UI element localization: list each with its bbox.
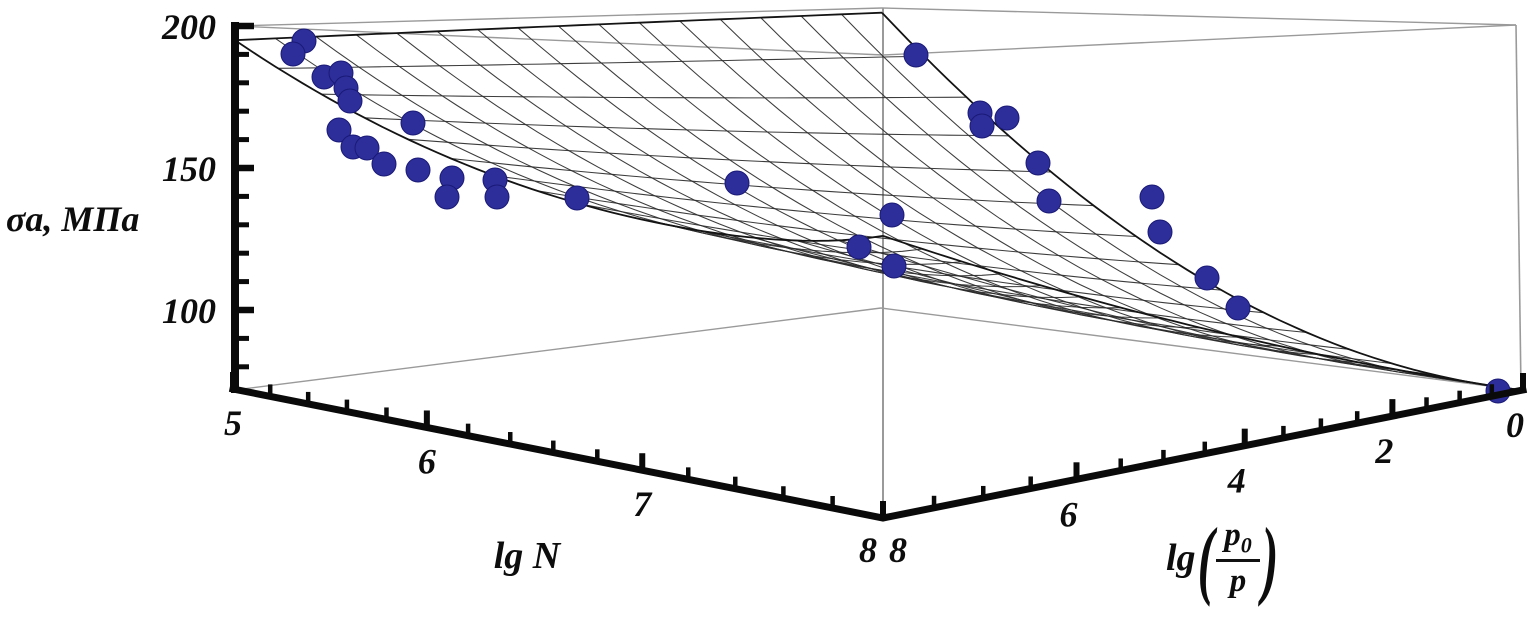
data-point <box>879 202 905 228</box>
z-axis-label-text: σa, МПа <box>6 199 140 239</box>
z-axis-ticks <box>237 22 254 370</box>
box-edge-bottom-left-back <box>234 307 882 391</box>
data-point <box>903 42 929 68</box>
x-tick-label: 6 <box>418 441 436 481</box>
x-tick-label: 5 <box>224 403 242 443</box>
data-point <box>400 110 426 136</box>
mesh-line-n <box>407 138 1052 173</box>
mesh-line-q <box>719 18 1361 364</box>
mesh-line-q <box>315 36 963 265</box>
surface-edge-right <box>882 235 1521 391</box>
z-tick-label: 200 <box>161 7 216 47</box>
y-tick-label: 2 <box>1374 431 1393 471</box>
x-axis-ticks <box>230 372 886 516</box>
scatter-points <box>280 28 1511 404</box>
mesh-line-n <box>450 157 1094 207</box>
data-point <box>405 157 431 183</box>
y-axis-label: lg ( p0 p ) <box>1166 514 1278 602</box>
mesh-line-q <box>436 30 1082 299</box>
data-point <box>434 184 460 210</box>
mesh-line-q <box>639 22 1281 347</box>
z-axis-label: σa, МПа <box>6 198 176 240</box>
box-edge-top-back <box>881 7 1517 26</box>
mesh-line-q <box>881 12 1521 391</box>
box-edge-vertical-right <box>1515 24 1522 391</box>
mesh-line-q <box>355 34 1003 277</box>
y-tick-label: 0 <box>1506 405 1524 445</box>
surface-boundary <box>234 11 1521 391</box>
bottom-axes-line <box>228 384 1528 522</box>
mesh-line-q <box>558 25 1201 329</box>
mesh-line-q <box>275 37 923 254</box>
data-point <box>1036 188 1062 214</box>
data-point <box>1139 184 1165 210</box>
data-point <box>337 88 363 114</box>
data-point <box>326 117 352 143</box>
box-edge-top-front-right <box>882 24 1517 56</box>
surface-edge-back <box>881 12 1521 391</box>
fraction-denominator: p <box>1229 562 1247 599</box>
data-point <box>354 135 380 161</box>
mesh-line-q <box>598 24 1241 338</box>
mesh-line-q <box>800 15 1441 378</box>
z-tick-label: 100 <box>162 291 216 331</box>
mesh-line-q <box>517 27 1162 319</box>
data-point <box>1147 219 1173 245</box>
mesh-line-q <box>477 29 1122 309</box>
data-point <box>1194 265 1220 291</box>
box-edge-bottom-right-back <box>880 307 1521 391</box>
mesh-line-q <box>396 32 1042 288</box>
data-point <box>564 185 590 211</box>
data-point <box>881 253 907 279</box>
tick-labels: 100 150 200 5 6 7 8 8 6 4 2 0 <box>161 7 1524 570</box>
y-tick-label: 4 <box>1227 461 1246 501</box>
data-point <box>994 105 1020 131</box>
axes <box>228 22 1528 522</box>
close-paren-glyph: ) <box>1261 509 1279 608</box>
data-point <box>724 170 750 196</box>
y-tick-label: 6 <box>1059 494 1077 534</box>
open-paren-glyph: ( <box>1197 509 1215 608</box>
x-axis-label-text: lg N <box>493 535 561 577</box>
fraction-numerator: p0 <box>1216 518 1260 562</box>
mesh-line-n <box>278 55 925 69</box>
y-axis-fraction: p0 p <box>1216 518 1260 598</box>
data-point <box>1025 150 1051 176</box>
data-point <box>846 234 872 260</box>
y-axis-label-fn: lg <box>1166 537 1196 580</box>
x-tick-label: 7 <box>633 484 653 524</box>
y-axis-ticks <box>880 373 1526 516</box>
surface-mesh <box>234 12 1521 391</box>
x-tick-label: 8 <box>859 530 877 570</box>
box-edge-top-front-left <box>234 25 884 56</box>
surface-edge-left <box>234 11 883 42</box>
x-axis-label: lg N <box>462 534 592 578</box>
data-point <box>1225 295 1251 321</box>
box-edge-top-left <box>234 7 883 27</box>
data-point <box>969 113 995 139</box>
data-point <box>484 184 510 210</box>
y-tick-label: 8 <box>889 530 907 570</box>
z-tick-label: 150 <box>162 149 216 189</box>
data-point <box>280 41 306 67</box>
data-point <box>371 151 397 177</box>
